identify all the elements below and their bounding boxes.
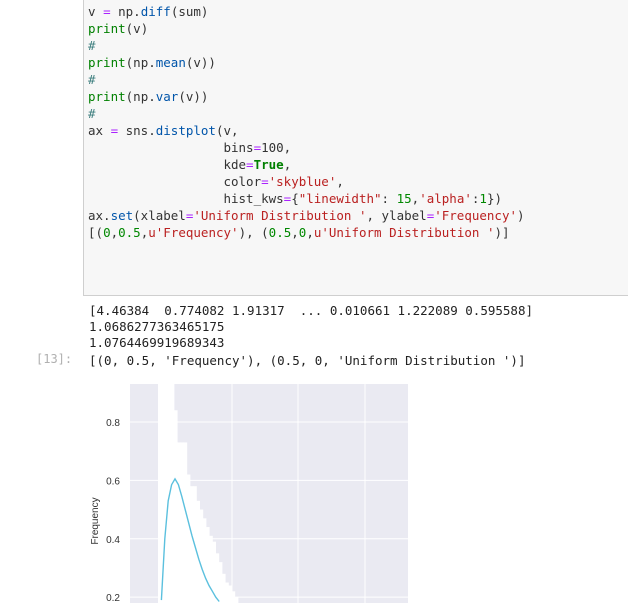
code-line: [(0,0.5,u'Frequency'), (0.5,0,u'Uniform …: [88, 225, 510, 240]
code-line: kde=True,: [88, 157, 292, 172]
stdout-line: [4.46384 0.774082 1.91317 ... 0.010661 1…: [89, 303, 534, 318]
histogram-bar: [234, 597, 239, 603]
code-editor[interactable]: v = np.diff(sum) print(v) # print(np.mean(v…: [88, 3, 525, 241]
histogram-bar: [170, 384, 175, 603]
histogram-bar: [222, 573, 226, 603]
result-text: [(0, 0.5, 'Frequency'), (0.5, 0, 'Unifor…: [89, 353, 526, 368]
histogram-bar: [177, 442, 181, 603]
histogram-bar: [212, 541, 216, 603]
histogram-bar: [186, 474, 191, 603]
y-axis-label: Frequency: [90, 497, 101, 544]
histogram-bar: [161, 384, 165, 603]
code-line: #: [88, 72, 96, 87]
code-line: color='skyblue',: [88, 174, 344, 189]
code-line: v = np.diff(sum): [88, 4, 209, 19]
code-line: hist_kws={"linewidth": 15,'alpha':1}): [88, 191, 502, 206]
stdout-line: 1.0686277363465175: [89, 319, 225, 334]
y-tick-label: 0.6: [106, 476, 120, 487]
y-tick-labels: 0.8 0.6 0.4 0.2: [106, 418, 120, 603]
histogram-bar: [225, 582, 229, 603]
histogram-bar: [202, 518, 207, 603]
histogram-bar: [190, 486, 194, 603]
code-line: print(np.var(v)): [88, 89, 209, 104]
kde-line: [160, 477, 220, 602]
histogram-bar: [206, 527, 210, 603]
code-line: #: [88, 38, 96, 53]
code-line: print(np.mean(v)): [88, 55, 216, 70]
histogram-bar: [209, 535, 213, 603]
code-line: ax = sns.distplot(v,: [88, 123, 239, 138]
code-line: print(v): [88, 21, 149, 36]
code-line: ax.set(xlabel='Uniform Distribution ', y…: [88, 208, 525, 223]
output-prompt: [13]:: [36, 352, 73, 366]
histogram-bar: [174, 410, 178, 603]
histogram-bar: [215, 553, 220, 603]
histogram-bar: [199, 509, 204, 603]
histogram-bar: [183, 442, 188, 603]
y-tick-label: 0.8: [106, 418, 120, 429]
y-tick-label: 0.4: [106, 535, 120, 546]
histogram-bar: [196, 500, 200, 603]
code-line: #: [88, 106, 96, 121]
histogram-bar: [228, 585, 232, 603]
histogram-bar: [231, 591, 236, 603]
code-input-area[interactable]: [83, 0, 628, 296]
histogram-bar: [180, 442, 184, 603]
distplot-figure: 0.8 0.6 0.4 0.2 Frequency: [90, 384, 408, 603]
y-tick-label: 0.2: [106, 593, 120, 603]
histogram-bar: [158, 384, 162, 603]
histogram-bar: [164, 384, 168, 603]
stdout-line: 1.0764469919689343: [89, 335, 225, 350]
code-line: bins=100,: [88, 140, 292, 155]
histogram-bar: [218, 562, 223, 603]
